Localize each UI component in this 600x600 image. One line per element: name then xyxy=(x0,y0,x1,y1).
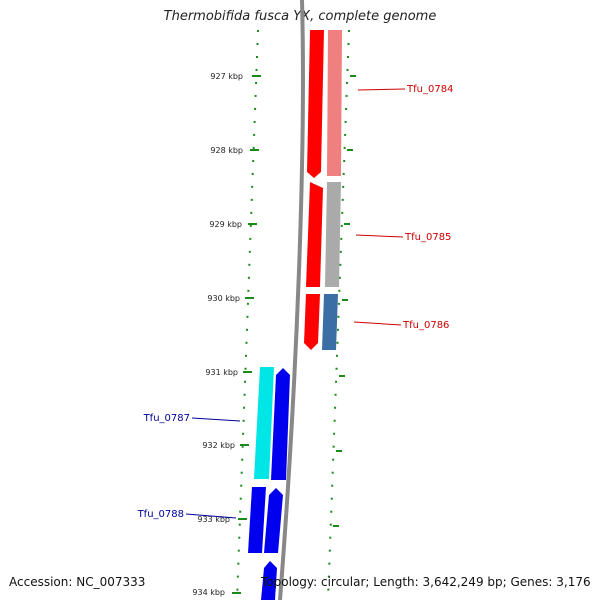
gene-label-tfu-0788[interactable]: Tfu_0788 xyxy=(137,509,184,520)
gene-tfu-0786-arrow[interactable] xyxy=(304,294,320,350)
gene-partial-arrow[interactable] xyxy=(261,561,277,600)
tick-label: 934 kbp xyxy=(192,588,225,597)
gene-label-tfu-0786[interactable]: Tfu_0786 xyxy=(402,320,449,331)
tick-labels: 927 kbp 928 kbp 929 kbp 930 kbp 931 kbp … xyxy=(192,72,243,597)
label-leader xyxy=(357,88,406,91)
gene-tfu-0787-arrow[interactable] xyxy=(271,368,290,480)
map-title: Thermobifida fusca YX, complete genome xyxy=(163,9,437,24)
accession-text: Accession: NC_007333 xyxy=(9,575,146,589)
tick-label: 933 kbp xyxy=(197,515,230,524)
tick-label: 927 kbp xyxy=(210,72,243,81)
label-leader xyxy=(191,417,241,422)
tick-label: 931 kbp xyxy=(205,368,238,377)
gene-tfu-0786-feature[interactable] xyxy=(322,294,338,350)
tick-label: 930 kbp xyxy=(207,294,240,303)
genome-backbone xyxy=(278,0,305,600)
label-leader xyxy=(353,321,402,326)
gene-tfu-0784-arrow[interactable] xyxy=(307,30,324,178)
gene-label-tfu-0785[interactable]: Tfu_0785 xyxy=(404,232,451,243)
topology-text: Topology: circular; Length: 3,642,249 bp… xyxy=(261,575,591,589)
tick-label: 929 kbp xyxy=(209,220,242,229)
gene-tfu-0785-feature[interactable] xyxy=(325,182,341,287)
gene-tfu-0787-feature[interactable] xyxy=(254,367,274,479)
forward-strand-genes: Tfu_0784 Tfu_0785 Tfu_0786 xyxy=(304,30,453,350)
gene-tfu-0785-arrow[interactable] xyxy=(306,182,323,287)
gene-tfu-0788-feature[interactable] xyxy=(248,487,266,553)
tick-label: 928 kbp xyxy=(210,146,243,155)
gene-tfu-0788-arrow[interactable] xyxy=(264,488,283,553)
label-leader xyxy=(355,234,404,238)
gene-tfu-0784-feature[interactable] xyxy=(327,30,342,176)
tick-marks xyxy=(232,75,356,594)
label-leader xyxy=(185,513,237,519)
reverse-strand-genes: Tfu_0787 Tfu_0788 xyxy=(137,367,290,600)
gene-label-tfu-0787[interactable]: Tfu_0787 xyxy=(143,413,190,424)
gene-label-tfu-0784[interactable]: Tfu_0784 xyxy=(406,84,453,95)
tick-label: 932 kbp xyxy=(202,441,235,450)
